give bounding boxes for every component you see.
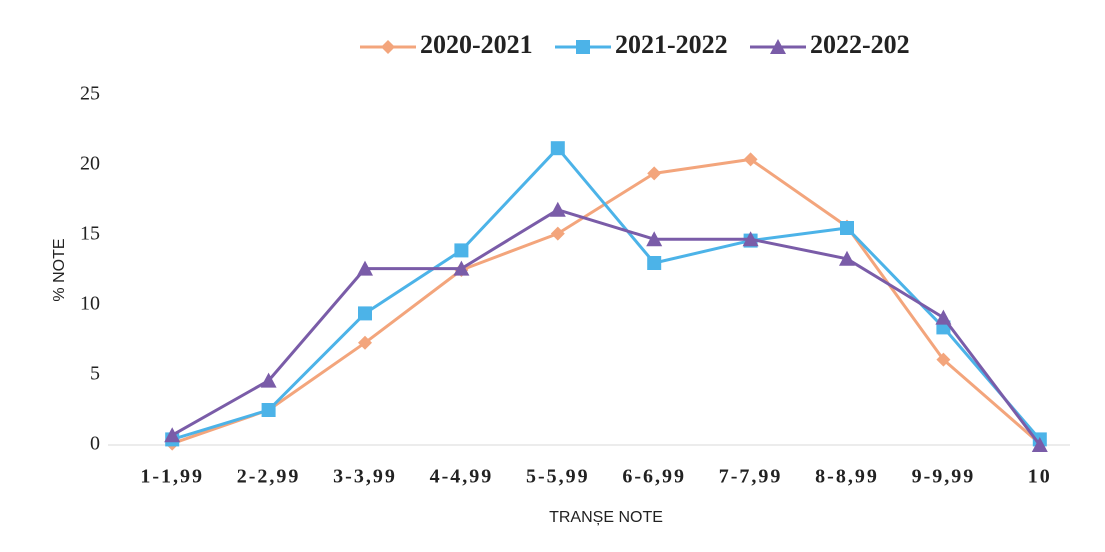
y-tick-label: 20 xyxy=(80,153,100,175)
series-line xyxy=(171,208,1041,446)
marker xyxy=(839,250,855,266)
marker xyxy=(358,335,372,350)
x-tick-label: 2-2,99 xyxy=(237,466,301,488)
marker xyxy=(1031,437,1048,452)
x-tick-label: 7-7,99 xyxy=(719,466,783,488)
y-tick-label: 10 xyxy=(80,293,100,315)
x-tick-label: 5-5,99 xyxy=(526,466,590,488)
x-tick-label: 4-4,99 xyxy=(430,466,494,488)
marker xyxy=(550,226,565,241)
legend-marker xyxy=(381,40,395,54)
marker xyxy=(743,152,758,167)
marker xyxy=(453,260,470,276)
marker xyxy=(550,141,565,156)
x-tick-label: 6-6,99 xyxy=(622,466,686,488)
series-line xyxy=(171,146,1041,441)
y-tick-label: 5 xyxy=(90,363,100,385)
x-tick-label: 1-1,99 xyxy=(140,466,204,488)
marker xyxy=(647,166,662,181)
y-tick-label: 15 xyxy=(80,223,100,245)
x-tick-label: 10 xyxy=(1028,466,1052,488)
marker xyxy=(742,231,759,247)
marker xyxy=(935,309,952,325)
x-axis-title: TRANȘE NOTE xyxy=(549,509,663,526)
x-tick-label: 9-9,99 xyxy=(912,466,976,488)
legend-marker xyxy=(770,39,786,54)
marker xyxy=(549,201,566,217)
marker xyxy=(454,243,469,258)
legend-marker xyxy=(576,40,590,54)
legend-label: 2020-2021 xyxy=(420,30,533,59)
marker xyxy=(260,372,277,388)
x-tick-label: 8-8,99 xyxy=(815,466,879,488)
marker xyxy=(646,231,663,247)
marker xyxy=(357,260,373,276)
legend-label: 2021-2022 xyxy=(615,30,728,59)
marker xyxy=(261,403,276,417)
series-line xyxy=(171,157,1041,446)
marker xyxy=(647,256,662,270)
x-tick-label: 3-3,99 xyxy=(333,466,397,488)
legend-label: 2022-202 xyxy=(810,30,910,59)
marker xyxy=(840,221,854,235)
y-tick-label: 0 xyxy=(90,433,100,455)
marker xyxy=(358,306,372,321)
marker xyxy=(936,352,951,367)
marker xyxy=(164,427,181,443)
y-axis-title: % NOTE xyxy=(51,238,68,301)
y-tick-label: 25 xyxy=(80,83,100,105)
